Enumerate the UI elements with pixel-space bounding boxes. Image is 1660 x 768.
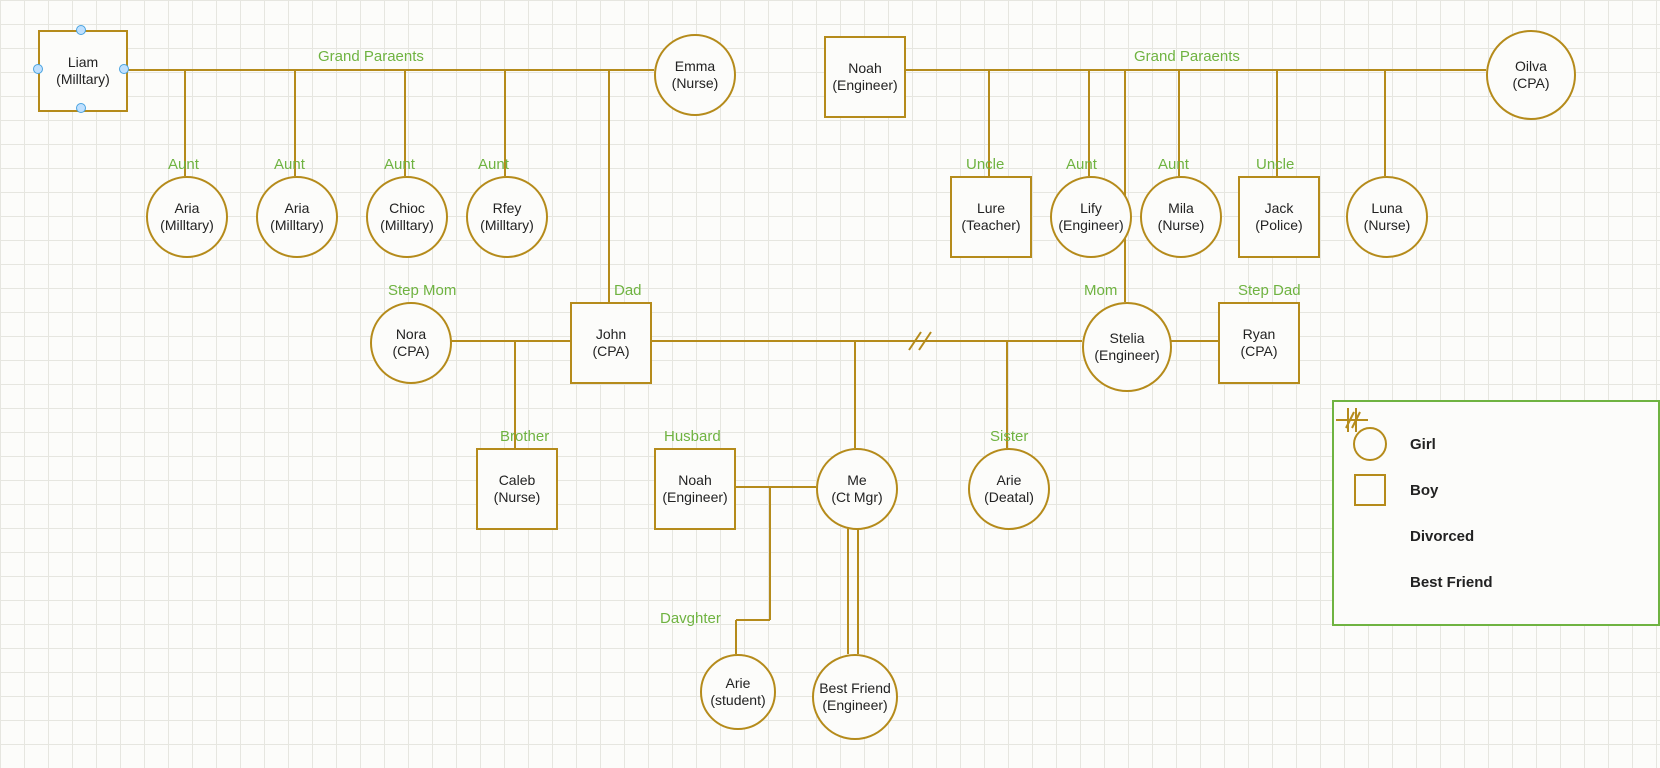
legend-symbol-bestfriend [1352,564,1388,600]
node-label: Chioc (Milltary) [380,200,434,234]
node-label: Lify (Engineer) [1058,200,1123,234]
node-mila[interactable]: Mila (Nurse) [1140,176,1222,258]
role-label: Grand Paraents [1134,48,1240,65]
node-label: Stelia (Engineer) [1094,330,1159,364]
node-label: Noah (Engineer) [662,472,727,506]
role-label: Uncle [1256,156,1294,173]
node-bff[interactable]: Best Friend (Engineer) [812,654,898,740]
legend-row: Boy [1352,472,1640,508]
legend-row: Divorced [1352,518,1640,554]
role-label: Uncle [966,156,1004,173]
node-label: Rfey (Milltary) [480,200,534,234]
node-label: Arie (student) [710,675,765,709]
node-label: Mila (Nurse) [1158,200,1205,234]
legend-label: Best Friend [1410,574,1493,591]
node-label: Arie (Deatal) [984,472,1034,506]
node-label: Emma (Nurse) [672,58,719,92]
node-label: Aria (Milltary) [270,200,324,234]
node-oilva[interactable]: Oilva (CPA) [1486,30,1576,120]
node-lure[interactable]: Lure (Teacher) [950,176,1032,258]
role-label: Davghter [660,610,721,627]
node-john[interactable]: John (CPA) [570,302,652,384]
node-emma[interactable]: Emma (Nurse) [654,34,736,116]
node-noah2[interactable]: Noah (Engineer) [654,448,736,530]
legend-symbol-square [1352,472,1388,508]
node-label: Luna (Nurse) [1364,200,1411,234]
node-rfey[interactable]: Rfey (Milltary) [466,176,548,258]
node-label: Nora (CPA) [392,326,429,360]
role-label: Aunt [384,156,415,173]
node-label: Ryan (CPA) [1240,326,1277,360]
node-label: Oilva (CPA) [1512,58,1549,92]
role-label: Aunt [1158,156,1189,173]
node-label: Jack (Police) [1255,200,1302,234]
node-ryan[interactable]: Ryan (CPA) [1218,302,1300,384]
node-label: Liam (Milltary) [56,54,110,88]
node-aria2[interactable]: Aria (Milltary) [256,176,338,258]
node-me[interactable]: Me (Ct Mgr) [816,448,898,530]
node-jack[interactable]: Jack (Police) [1238,176,1320,258]
node-caleb[interactable]: Caleb (Nurse) [476,448,558,530]
node-label: Caleb (Nurse) [494,472,541,506]
legend-label: Boy [1410,482,1438,499]
node-label: Aria (Milltary) [160,200,214,234]
role-label: Brother [500,428,549,445]
node-aria1[interactable]: Aria (Milltary) [146,176,228,258]
legend-symbol-divorced [1352,518,1388,554]
node-label: John (CPA) [592,326,629,360]
legend-row: Best Friend [1352,564,1640,600]
selection-handle[interactable] [76,25,86,35]
role-label: Aunt [274,156,305,173]
node-liam[interactable]: Liam (Milltary) [38,30,128,112]
node-stelia[interactable]: Stelia (Engineer) [1082,302,1172,392]
legend-row: Girl [1352,426,1640,462]
selection-handle[interactable] [76,103,86,113]
node-label: Lure (Teacher) [961,200,1020,234]
node-arieD[interactable]: Arie (student) [700,654,776,730]
role-label: Step Mom [388,282,456,299]
role-label: Step Dad [1238,282,1301,299]
node-label: Me (Ct Mgr) [831,472,882,506]
legend-panel: Girl Boy Divorced Best Friend [1332,400,1660,626]
legend-label: Divorced [1410,528,1474,545]
node-noah1[interactable]: Noah (Engineer) [824,36,906,118]
role-label: Grand Paraents [318,48,424,65]
selection-handle[interactable] [33,64,43,74]
selection-handle[interactable] [119,64,129,74]
node-chioc[interactable]: Chioc (Milltary) [366,176,448,258]
role-label: Husbard [664,428,721,445]
node-nora[interactable]: Nora (CPA) [370,302,452,384]
node-lify[interactable]: Lify (Engineer) [1050,176,1132,258]
role-label: Dad [614,282,642,299]
node-label: Best Friend (Engineer) [819,680,891,714]
node-arieS[interactable]: Arie (Deatal) [968,448,1050,530]
node-label: Noah (Engineer) [832,60,897,94]
role-label: Aunt [168,156,199,173]
legend-label: Girl [1410,436,1436,453]
node-luna[interactable]: Luna (Nurse) [1346,176,1428,258]
role-label: Aunt [1066,156,1097,173]
role-label: Sister [990,428,1028,445]
role-label: Mom [1084,282,1117,299]
role-label: Aunt [478,156,509,173]
